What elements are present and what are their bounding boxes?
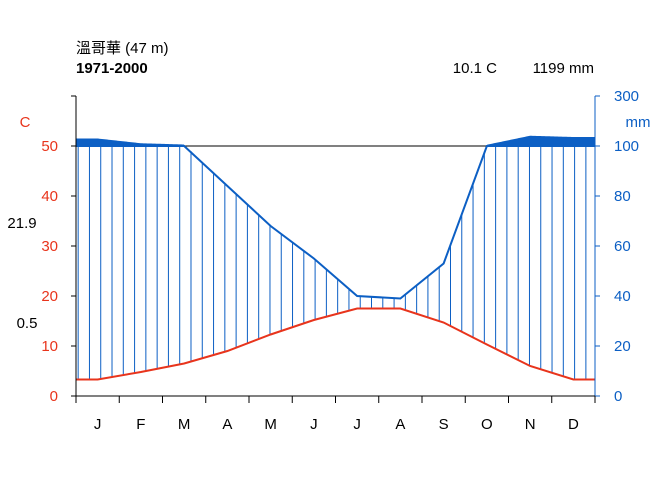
annual-precipitation-label: 1199 mm bbox=[533, 60, 594, 77]
temperature-tick-label: 30 bbox=[41, 238, 58, 255]
month-label: J bbox=[310, 416, 318, 433]
precipitation-line bbox=[76, 145, 595, 300]
period-label: 1971-2000 bbox=[76, 60, 148, 77]
temperature-tick-label: 50 bbox=[41, 138, 58, 155]
temperature-line bbox=[76, 307, 595, 381]
absolute-max-temperature-label: 21.9 bbox=[7, 215, 36, 232]
temperature-tick-label: 10 bbox=[41, 338, 58, 355]
month-label: M bbox=[178, 416, 191, 433]
precipitation-tick-label: 20 bbox=[614, 338, 631, 355]
month-label: D bbox=[568, 416, 579, 433]
precipitation-tick-label: 100 bbox=[614, 138, 639, 155]
month-label: O bbox=[481, 416, 493, 433]
station-title: 溫哥華 (47 m) bbox=[76, 40, 169, 57]
absolute-min-temperature-label: 0.5 bbox=[17, 315, 38, 332]
month-label: S bbox=[439, 416, 449, 433]
temperature-tick-label: 0 bbox=[50, 388, 58, 405]
precipitation-tick-label: 0 bbox=[614, 388, 622, 405]
month-label: A bbox=[222, 416, 232, 433]
precipitation-tick-label: 60 bbox=[614, 238, 631, 255]
month-label: A bbox=[395, 416, 405, 433]
temperature-tick-label: 20 bbox=[41, 288, 58, 305]
month-label: N bbox=[525, 416, 536, 433]
perhumid-fill bbox=[76, 135, 595, 146]
month-label: J bbox=[353, 416, 361, 433]
temperature-tick-label: 40 bbox=[41, 188, 58, 205]
precipitation-tick-label: 80 bbox=[614, 188, 631, 205]
mean-temperature-label: 10.1 C bbox=[453, 60, 497, 77]
precipitation-tick-label: 300 bbox=[614, 88, 639, 105]
precipitation-tick-label: 40 bbox=[614, 288, 631, 305]
temperature-unit-label: C bbox=[20, 114, 31, 131]
precipitation-unit-label: mm bbox=[626, 114, 651, 131]
month-label: M bbox=[264, 416, 277, 433]
month-label: F bbox=[136, 416, 145, 433]
month-label: J bbox=[94, 416, 102, 433]
